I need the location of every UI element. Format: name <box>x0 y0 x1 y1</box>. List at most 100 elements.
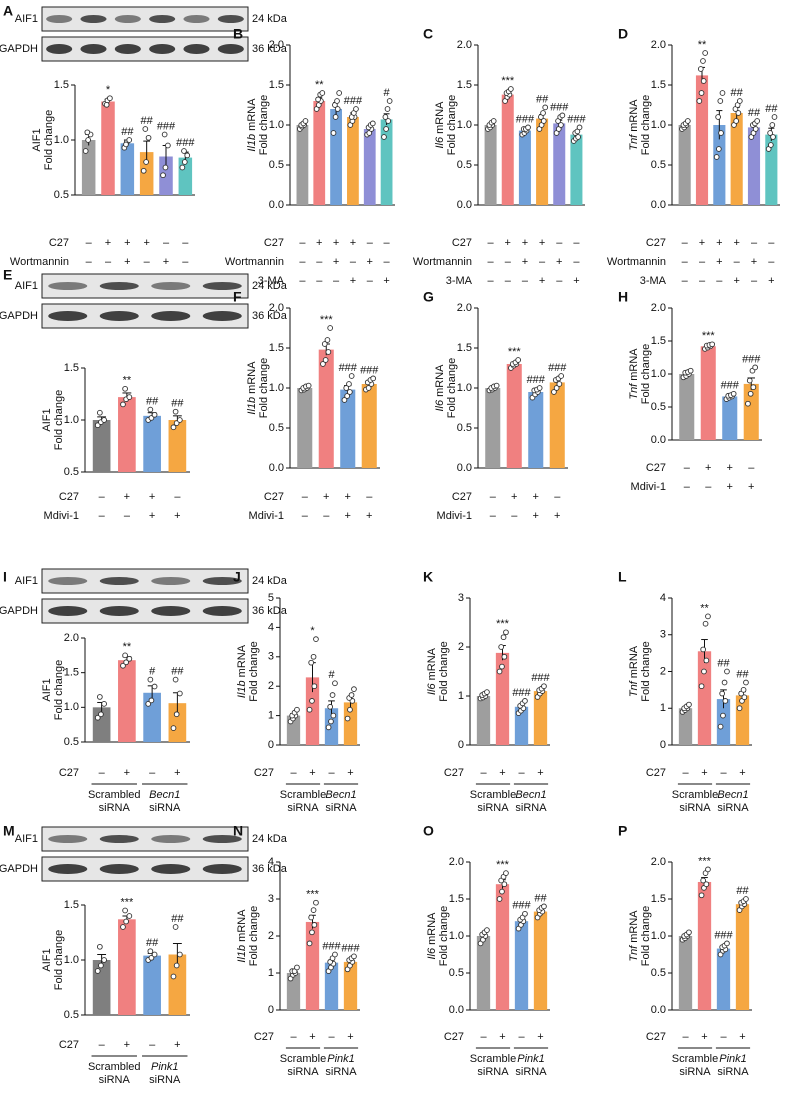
y-label: AIF1 <box>41 948 53 971</box>
y-tick-label: 0.0 <box>457 199 472 211</box>
significance: ## <box>171 398 184 410</box>
bar <box>168 703 187 742</box>
y-tick-label: 1.5 <box>449 893 464 905</box>
y-label-gene: Tnf <box>628 945 640 962</box>
blot-size: 36 kDa <box>252 863 288 875</box>
condition-sign: + <box>124 237 130 249</box>
significance: ### <box>721 380 740 392</box>
condition-sign: – <box>384 237 391 249</box>
panel-label: P <box>618 823 627 839</box>
y-tick-label: 1.0 <box>64 701 79 713</box>
blot-band <box>48 835 88 843</box>
bar <box>343 961 358 1010</box>
y-label: Il6 mRNA <box>434 364 446 412</box>
y-label-gene: Tnf <box>628 134 640 151</box>
y-tick-label: 2.0 <box>457 39 472 51</box>
condition-sign: – <box>182 256 189 268</box>
y-tick-label: 3 <box>268 651 274 663</box>
condition-sign: – <box>699 275 706 287</box>
condition-name: C27 <box>452 491 472 503</box>
blot-size: 24 kDa <box>252 575 288 587</box>
condition-sign: – <box>149 767 156 779</box>
data-point <box>147 406 154 413</box>
bar <box>528 392 544 468</box>
panel-label: B <box>233 26 243 42</box>
significance: ## <box>717 657 730 669</box>
y-tick-label: 1.5 <box>651 79 666 91</box>
y-tick-label: 1 <box>660 702 666 714</box>
data-point <box>82 148 89 154</box>
y-label-text: mRNA <box>434 364 446 397</box>
data-point <box>126 913 133 919</box>
condition-name: C27 <box>264 491 284 503</box>
data-point <box>503 629 509 636</box>
y-label: Fold change <box>53 930 65 991</box>
condition-name: Wortmannin <box>413 256 472 268</box>
y-tick-label: 0.5 <box>64 1009 79 1021</box>
data-point <box>541 683 547 690</box>
data-point <box>160 172 166 179</box>
blot-label: GAPDH <box>0 605 38 617</box>
data-point <box>120 401 126 408</box>
condition-name: Wortmannin <box>225 256 284 268</box>
data-point <box>525 124 531 131</box>
panel-label: A <box>3 3 13 19</box>
condition-sign: + <box>727 481 733 493</box>
condition-sign: – <box>518 1031 525 1043</box>
condition-sign: – <box>350 256 357 268</box>
panel-label: H <box>618 289 628 305</box>
y-label: Il1b mRNA <box>246 98 258 152</box>
data-point <box>703 657 710 664</box>
condition-sign: + <box>768 275 774 287</box>
data-point <box>715 114 721 120</box>
data-point <box>703 881 710 888</box>
y-tick-label: 2 <box>268 930 274 942</box>
data-point <box>499 888 505 895</box>
bar <box>118 397 136 472</box>
group-label: siRNA <box>149 802 181 814</box>
y-label-text: mRNA <box>236 644 248 677</box>
group-label: siRNA <box>287 1066 319 1078</box>
significance: *** <box>320 314 334 326</box>
bar <box>476 696 491 745</box>
y-label: Fold change <box>258 95 270 156</box>
y-tick-label: 0 <box>458 739 464 751</box>
blot-band <box>99 282 139 290</box>
y-label-gene: Il6 <box>434 136 446 149</box>
condition-sign: – <box>488 256 495 268</box>
significance: *** <box>702 330 716 342</box>
blot-band <box>114 44 141 54</box>
bar <box>678 125 691 205</box>
condition-sign: + <box>323 491 329 503</box>
bar <box>324 962 339 1010</box>
condition-sign: – <box>290 767 297 779</box>
data-point <box>496 896 503 902</box>
condition-sign: – <box>323 510 330 522</box>
y-label: Fold change <box>53 660 65 721</box>
condition-sign: – <box>511 510 518 522</box>
data-point <box>123 141 129 148</box>
y-tick-label: 3 <box>458 592 464 604</box>
significance: ## <box>121 126 134 138</box>
bar <box>168 954 187 1015</box>
data-point <box>724 668 730 675</box>
bar <box>330 109 342 205</box>
condition-sign: – <box>367 237 374 249</box>
data-point <box>385 118 392 124</box>
significance: ## <box>731 87 744 99</box>
group-label: siRNA <box>679 1066 711 1078</box>
condition-sign: + <box>345 491 351 503</box>
data-point <box>736 98 743 104</box>
y-tick-label: 1.5 <box>269 342 284 354</box>
y-tick-label: 0.5 <box>457 159 472 171</box>
bar <box>363 129 376 205</box>
blot-band <box>151 835 191 843</box>
data-point <box>767 130 773 136</box>
data-point <box>717 723 724 730</box>
blot-box <box>41 36 249 62</box>
bar <box>570 134 583 205</box>
data-point <box>346 381 352 387</box>
condition-sign: + <box>347 1031 353 1043</box>
data-point <box>347 706 353 713</box>
panel-label: K <box>423 569 433 585</box>
